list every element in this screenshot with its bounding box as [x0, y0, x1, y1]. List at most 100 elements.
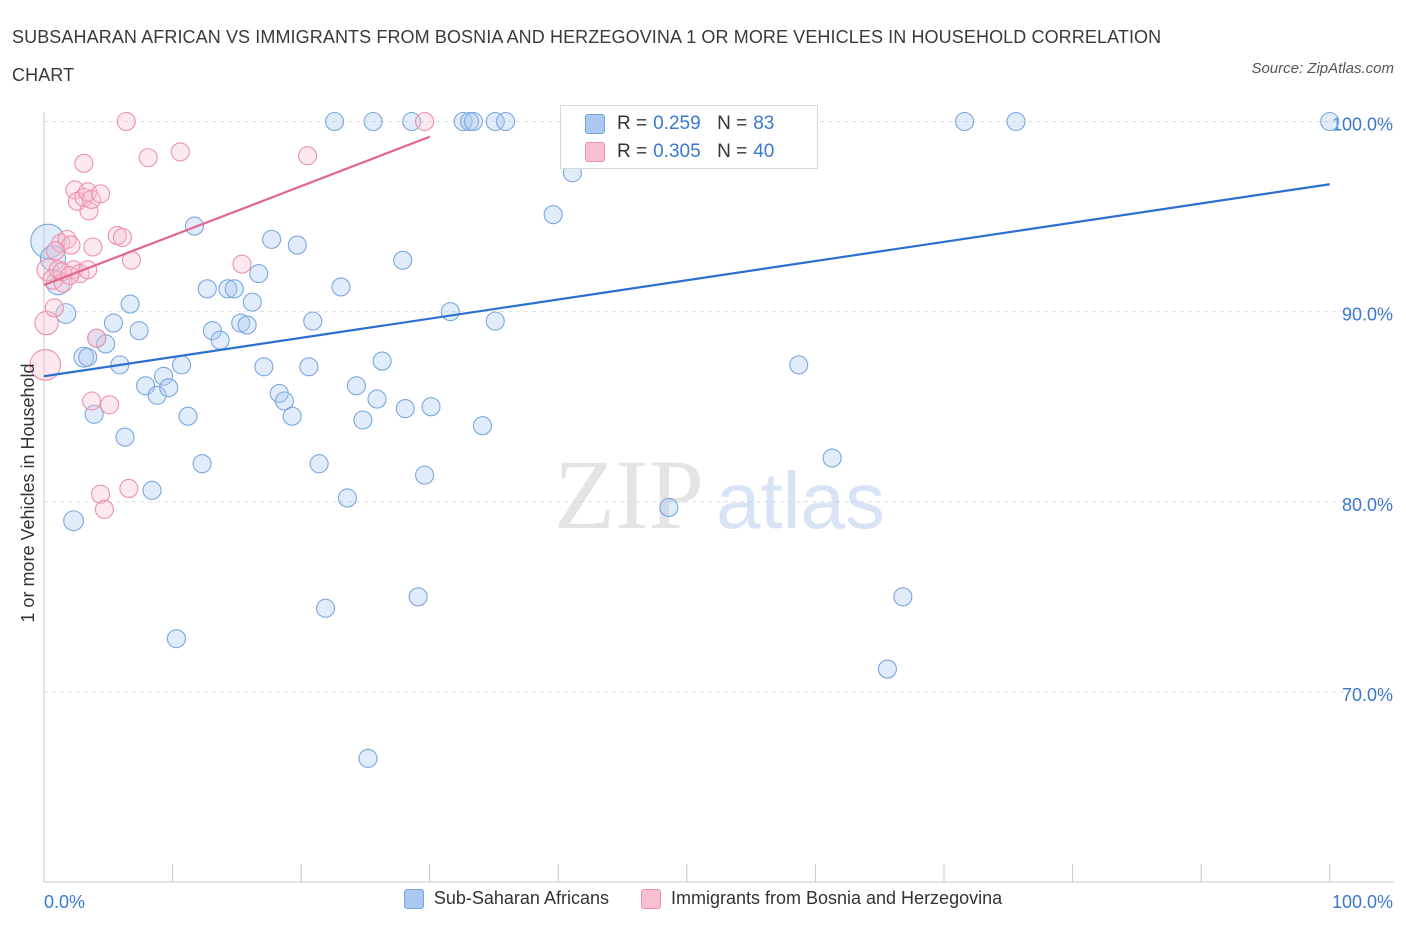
point-bosnia — [87, 328, 107, 348]
point-bosnia — [83, 237, 103, 257]
point-bosnia — [74, 153, 94, 173]
point-subsaharan — [337, 488, 357, 508]
point-subsaharan — [421, 397, 441, 417]
point-subsaharan — [395, 399, 415, 419]
legend-swatch-subsaharan — [403, 888, 424, 909]
point-bosnia — [91, 484, 111, 504]
stats-r-label: R = — [617, 113, 648, 134]
point-subsaharan — [237, 315, 257, 335]
point-bosnia — [415, 111, 435, 132]
point-subsaharan — [274, 391, 294, 411]
point-subsaharan — [242, 292, 262, 312]
point-subsaharan — [159, 378, 179, 398]
point-subsaharan — [73, 346, 95, 368]
watermark-zip: ZIP — [554, 439, 704, 550]
trend-line-bosnia — [43, 135, 431, 287]
point-bosnia — [232, 254, 252, 274]
stats-n-value: 83 — [753, 113, 775, 134]
point-subsaharan — [659, 497, 679, 518]
point-subsaharan — [166, 629, 186, 649]
x-tick-label: 0.0% — [44, 892, 85, 912]
point-subsaharan — [363, 111, 383, 132]
point-subsaharan — [78, 347, 98, 367]
y-tick-label: 100.0% — [1332, 115, 1393, 135]
legend-item-subsaharan[interactable]: Sub-Saharan Africans — [403, 888, 609, 909]
point-bosnia — [82, 391, 102, 411]
trend-line-subsaharan — [43, 183, 1330, 378]
point-subsaharan — [218, 279, 238, 299]
point-subsaharan — [303, 311, 323, 331]
legend-label-subsaharan: Sub-Saharan Africans — [433, 888, 609, 908]
bottom-legend: Sub-Saharan Africans Immigrants from Bos… — [0, 888, 1406, 909]
point-subsaharan — [192, 454, 212, 474]
point-subsaharan — [543, 205, 563, 225]
point-bosnia — [82, 189, 102, 210]
point-subsaharan — [115, 427, 135, 447]
point-subsaharan — [316, 598, 336, 618]
point-subsaharan — [372, 351, 392, 371]
point-bosnia — [91, 184, 111, 204]
point-subsaharan — [309, 454, 329, 474]
point-subsaharan — [485, 311, 505, 331]
point-subsaharan — [172, 355, 192, 375]
point-subsaharan — [408, 587, 428, 607]
point-bosnia — [138, 148, 158, 168]
stats-r-value: 0.259 — [653, 113, 701, 134]
y-axis-label: 1 or more Vehicles in Household — [18, 363, 38, 622]
point-subsaharan — [224, 279, 244, 299]
stats-swatch-bosnia — [585, 142, 605, 162]
point-bosnia — [119, 478, 139, 498]
y-tick-label: 90.0% — [1342, 305, 1393, 325]
point-subsaharan — [353, 410, 373, 430]
point-subsaharan — [822, 448, 842, 468]
point-subsaharan — [393, 250, 413, 270]
point-subsaharan — [485, 111, 505, 132]
stats-r-value: 0.305 — [653, 141, 701, 162]
stats-n-label: N = — [717, 141, 748, 162]
point-subsaharan — [147, 385, 167, 405]
point-subsaharan — [877, 659, 897, 679]
point-subsaharan — [30, 223, 66, 259]
point-subsaharan — [287, 235, 307, 255]
chart-title: SUBSAHARAN AFRICAN VS IMMIGRANTS FROM BO… — [12, 27, 1162, 85]
legend-item-bosnia[interactable]: Immigrants from Bosnia and Herzegovina — [640, 888, 1003, 909]
point-bosnia — [29, 349, 62, 381]
legend-label-bosnia: Immigrants from Bosnia and Herzegovina — [670, 888, 1003, 908]
point-bosnia — [170, 142, 190, 162]
point-bosnia — [298, 146, 318, 166]
watermark: ZIP atlas — [554, 439, 885, 550]
point-bosnia — [112, 227, 132, 248]
stats-n-label: N = — [717, 113, 748, 134]
point-subsaharan — [472, 416, 492, 436]
y-tick-label: 70.0% — [1342, 685, 1393, 705]
watermark-atlas: atlas — [716, 456, 885, 545]
point-subsaharan — [96, 334, 116, 354]
point-subsaharan — [789, 355, 809, 375]
point-bosnia — [116, 111, 136, 132]
stats-swatch-subsaharan — [585, 114, 605, 134]
source-label: Source: ZipAtlas.com — [1251, 60, 1394, 77]
point-bosnia — [79, 201, 99, 221]
point-subsaharan — [440, 302, 460, 322]
point-subsaharan — [231, 313, 251, 333]
point-subsaharan — [325, 111, 345, 132]
point-bosnia — [100, 395, 120, 415]
point-subsaharan — [262, 229, 282, 249]
legend-swatch-bosnia — [640, 888, 661, 909]
point-bosnia — [46, 241, 66, 261]
point-subsaharan — [893, 587, 913, 607]
stats-row-subsaharan: R = 0.259 N = 83 — [585, 110, 780, 138]
point-subsaharan — [415, 465, 435, 485]
point-subsaharan — [103, 313, 123, 333]
trend-lines — [43, 135, 1330, 378]
point-subsaharan — [1006, 111, 1026, 132]
point-subsaharan — [299, 357, 319, 377]
tick-labels: 100.0% 90.0% 80.0% 70.0% 0.0% 100.0% — [44, 115, 1393, 912]
point-subsaharan — [63, 510, 85, 532]
point-subsaharan — [249, 264, 269, 284]
point-subsaharan — [210, 330, 230, 350]
point-subsaharan — [197, 279, 217, 299]
axes — [43, 112, 1394, 883]
point-subsaharan — [331, 277, 351, 297]
point-subsaharan — [496, 111, 516, 132]
